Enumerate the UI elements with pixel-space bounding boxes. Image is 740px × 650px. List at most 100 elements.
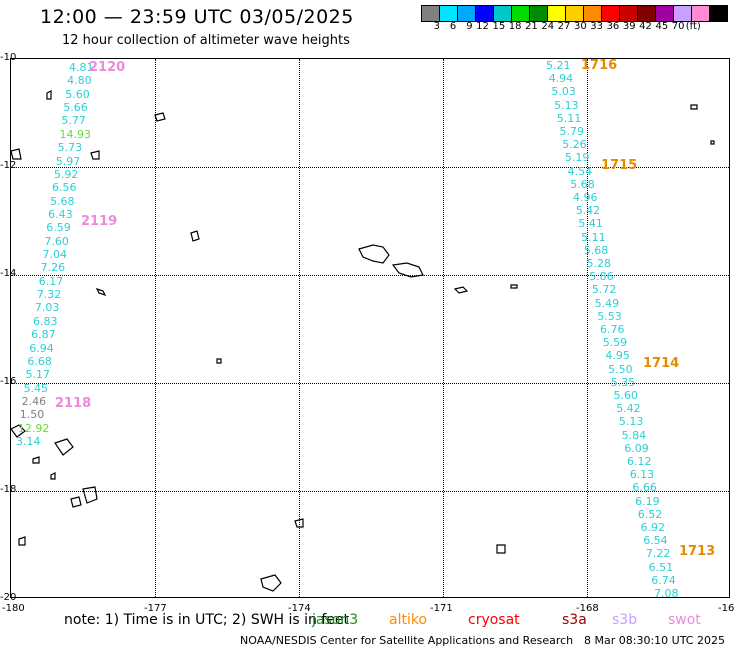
wave-height-value: 6.76 xyxy=(600,323,625,336)
scale-swatch xyxy=(637,5,656,22)
wave-height-value: 6.43 xyxy=(48,207,73,221)
lat-label: -20 xyxy=(0,592,17,603)
scale-label: 18 xyxy=(508,21,522,32)
color-scale xyxy=(421,5,728,22)
wave-height-value: 6.74 xyxy=(651,573,676,587)
wave-height-value: 4.80 xyxy=(67,74,92,88)
wave-height-value: 5.79 xyxy=(559,125,585,138)
lat-label: -10 xyxy=(0,52,17,63)
scale-swatch xyxy=(421,5,440,22)
grid-line-lat xyxy=(11,275,729,276)
island-upolu xyxy=(358,244,390,264)
wave-height-value: 6.68 xyxy=(27,354,52,368)
pass-label: 2120 xyxy=(89,60,126,75)
island-small xyxy=(453,286,469,294)
pass-label: 1716 xyxy=(581,58,618,73)
scale-swatch xyxy=(493,5,512,22)
lon-label: -16 xyxy=(718,603,735,614)
scale-swatch xyxy=(709,5,728,22)
island-small xyxy=(11,148,22,160)
scale-label: 15 xyxy=(492,21,506,32)
lat-label: -14 xyxy=(0,268,17,279)
wave-height-value: 7.22 xyxy=(645,547,671,561)
wave-height-value: 5.97 xyxy=(55,154,81,168)
island-small xyxy=(510,284,518,289)
legend-sat-cryosat: cryosat xyxy=(468,612,520,628)
island-small xyxy=(18,536,26,546)
grid-line-lat xyxy=(11,491,729,492)
lon-label: -171 xyxy=(430,603,453,614)
legend-note: note: 1) Time is in UTC; 2) SWH is in fe… xyxy=(64,612,350,628)
island-small xyxy=(496,544,506,554)
grid-line-lon xyxy=(299,59,300,597)
lat-label: -12 xyxy=(0,160,17,171)
island-small xyxy=(95,287,107,297)
scale-swatch xyxy=(619,5,638,22)
island-wallis xyxy=(190,230,200,242)
island-small xyxy=(46,90,52,100)
scale-label: 36 xyxy=(606,21,620,32)
scale-swatch xyxy=(547,5,566,22)
grid-line-lat xyxy=(11,167,729,168)
wave-height-value: 5.41 xyxy=(578,217,603,231)
wave-height-value: 7.08 xyxy=(654,587,679,598)
scale-swatch xyxy=(511,5,530,22)
wave-height-value: 5.68 xyxy=(50,194,75,208)
grid-line-lat xyxy=(11,383,729,384)
wave-height-value: 7.03 xyxy=(34,301,60,315)
wave-height-value: 5.50 xyxy=(608,362,633,376)
page-title: 12:00 — 23:59 UTC 03/05/2025 xyxy=(40,6,354,28)
scale-label: 12 xyxy=(476,21,489,32)
wave-height-value: 6.83 xyxy=(33,314,58,328)
wave-height-value: 6.92 xyxy=(640,521,666,534)
wave-height-value: 6.51 xyxy=(648,560,674,574)
wave-height-value: 6.19 xyxy=(635,494,660,508)
wave-height-value: 5.21 xyxy=(546,59,571,72)
wave-height-value: 5.42 xyxy=(616,402,641,416)
legend-sat-s3a: s3a xyxy=(562,612,587,628)
wave-height-value: 5.26 xyxy=(562,138,587,152)
wave-height-value: 1.50 xyxy=(19,408,45,422)
grid-line-lon xyxy=(587,59,588,597)
island-small xyxy=(710,140,715,145)
wave-height-value: 12.92 xyxy=(17,421,50,435)
wave-height-value: 6.59 xyxy=(46,221,71,235)
wave-height-value: 5.73 xyxy=(57,141,83,155)
lon-label: -180 xyxy=(2,603,25,614)
scale-swatch xyxy=(691,5,710,22)
wave-height-value: 5.13 xyxy=(554,98,579,112)
scale-label: 70 xyxy=(671,21,685,32)
wave-height-value: 5.17 xyxy=(25,368,50,382)
legend-sat-swot: swot xyxy=(668,612,701,628)
island-savaii xyxy=(391,262,424,278)
wave-height-value: 5.35 xyxy=(610,375,636,389)
wave-height-value: 5.03 xyxy=(551,85,576,99)
wave-height-value: 6.17 xyxy=(38,274,64,288)
island-small xyxy=(216,358,222,364)
wave-height-value: 5.77 xyxy=(61,114,86,128)
wave-height-value: 5.60 xyxy=(613,389,639,402)
island-small xyxy=(32,456,40,464)
footer-date: 8 Mar 08:30:10 UTC 2025 xyxy=(584,634,725,647)
wave-height-value: 5.66 xyxy=(63,101,88,115)
scale-swatch xyxy=(583,5,602,22)
scale-label: 27 xyxy=(557,21,571,32)
scale-label: 30 xyxy=(573,21,587,32)
island-tonga xyxy=(294,518,304,528)
grid-line-lon xyxy=(155,59,156,597)
wave-height-value: 4.94 xyxy=(548,72,574,86)
scale-label: 33 xyxy=(590,21,603,32)
island-small xyxy=(690,104,698,110)
wave-height-value: 4.96 xyxy=(573,191,598,204)
island-tonga xyxy=(260,574,282,592)
island-fiji xyxy=(70,496,82,508)
scale-label: 24 xyxy=(541,21,555,32)
wave-height-value: 5.42 xyxy=(575,204,601,218)
wave-height-value: 5.19 xyxy=(564,151,590,165)
wave-height-value: 5.86 xyxy=(589,270,614,284)
scale-swatch xyxy=(601,5,620,22)
wave-height-value: 7.26 xyxy=(40,261,66,275)
island-small xyxy=(154,112,166,122)
wave-height-value: 6.94 xyxy=(29,341,54,355)
legend-sat-altiko: altiko xyxy=(389,612,428,628)
